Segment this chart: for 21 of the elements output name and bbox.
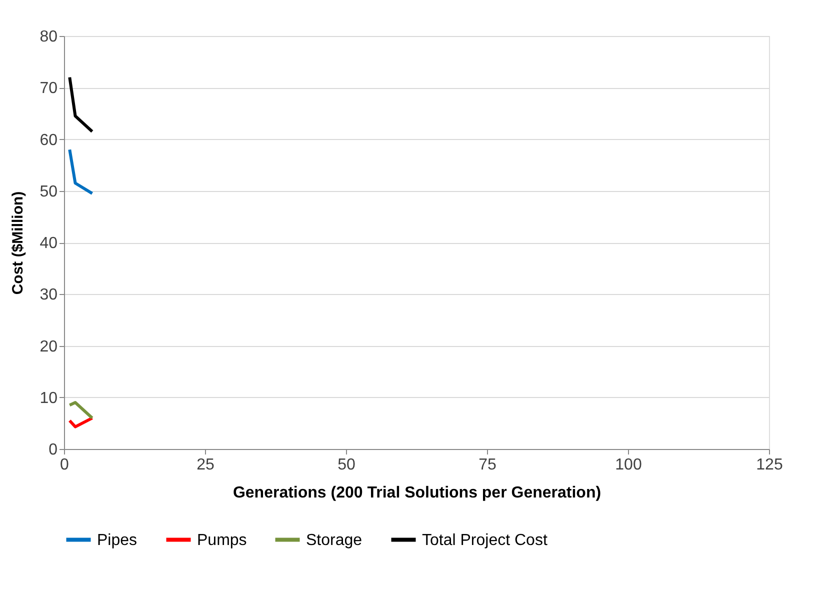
y-tick-label: 30 xyxy=(40,286,58,304)
x-tick-label: 25 xyxy=(196,456,214,474)
y-tick-label: 60 xyxy=(40,132,58,149)
y-tick-label: 80 xyxy=(40,28,58,46)
x-tick-label: 125 xyxy=(756,456,783,474)
legend-label: Storage xyxy=(306,532,362,549)
x-tick-label: 50 xyxy=(338,456,356,474)
x-axis-title: Generations (200 Trial Solutions per Generation) xyxy=(232,484,602,502)
x-tick-label: 0 xyxy=(60,456,70,474)
x-tick-label: 100 xyxy=(615,456,642,474)
legend-label: Pumps xyxy=(197,532,247,549)
x-tick-label: 75 xyxy=(478,456,496,474)
y-tick-label: 50 xyxy=(40,183,58,200)
y-tick-label: 0 xyxy=(48,442,58,458)
y-axis-title: Cost ($Million) xyxy=(10,191,27,295)
y-tick-label: 10 xyxy=(40,390,58,407)
legend-label: Total Project Cost xyxy=(422,532,548,549)
legend-label: Pipes xyxy=(97,532,138,549)
y-tick-label: 70 xyxy=(40,80,58,98)
y-tick-label: 40 xyxy=(40,235,58,252)
y-tick-label: 20 xyxy=(40,338,58,356)
